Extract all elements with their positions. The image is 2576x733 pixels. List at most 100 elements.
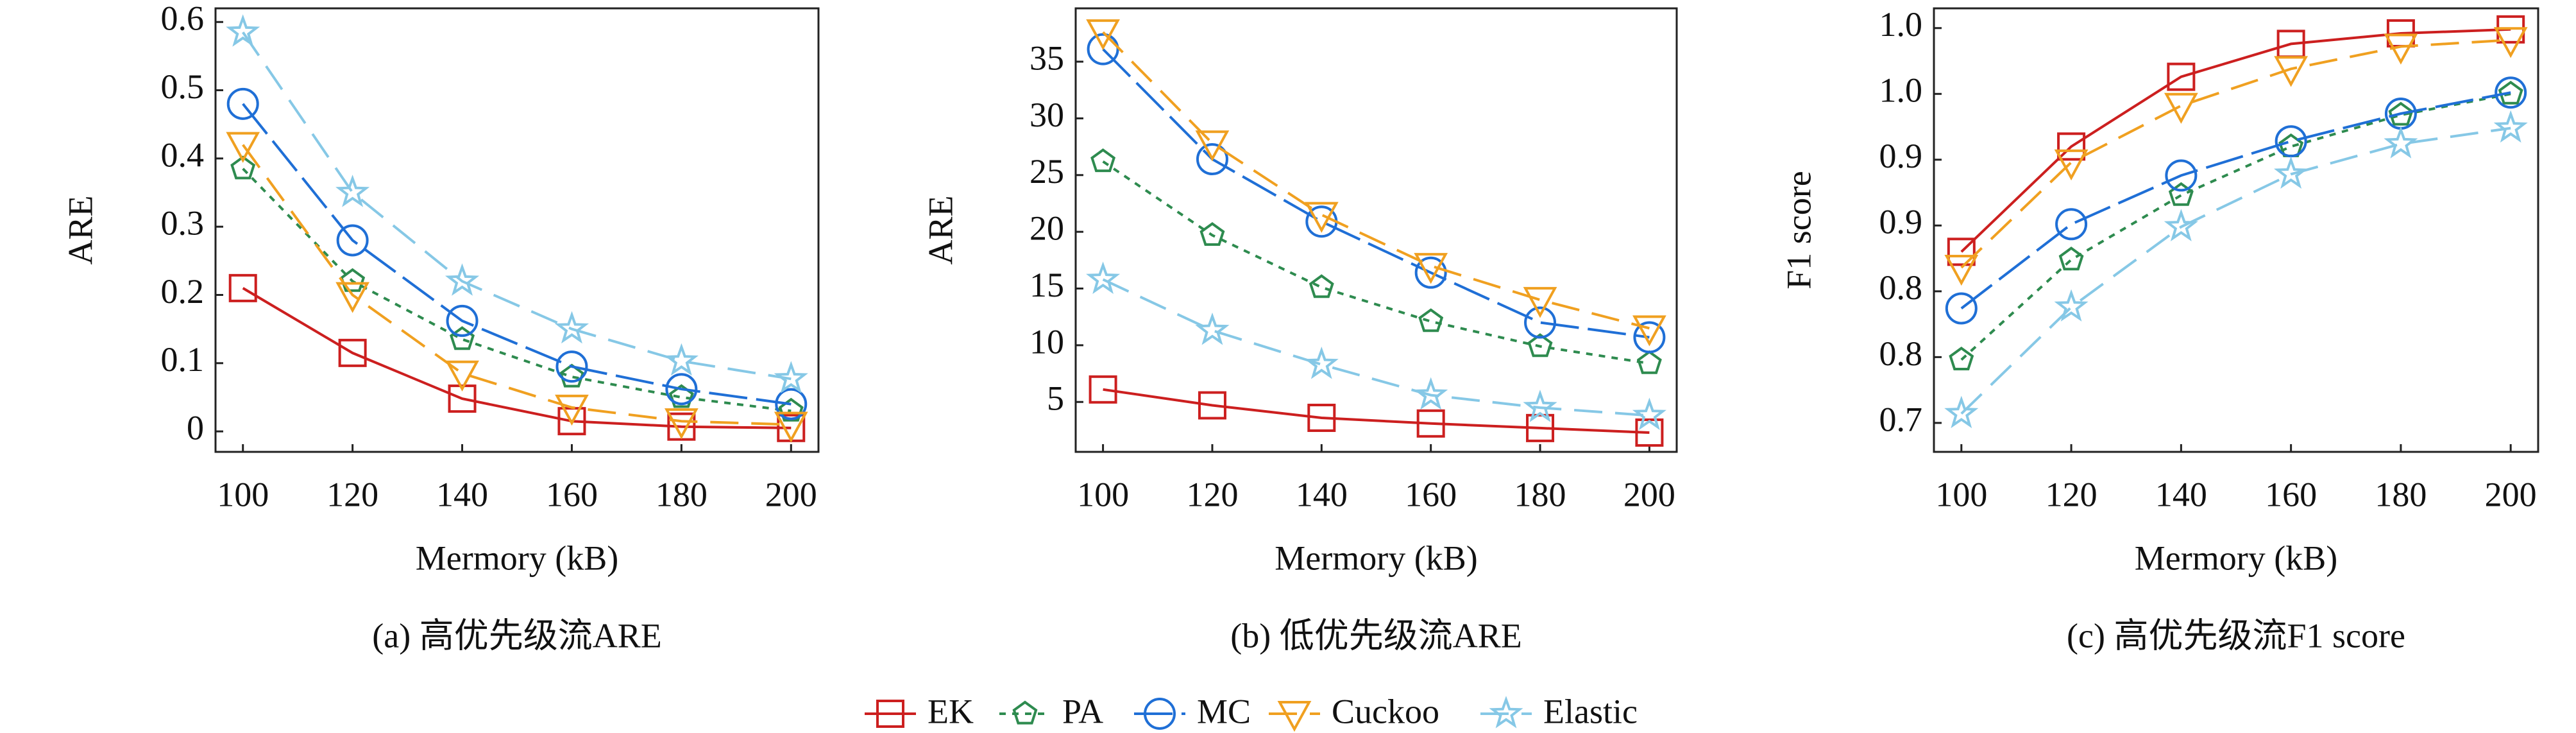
marker-circle [336, 224, 369, 257]
marker-triangle [1632, 315, 1666, 347]
series-line [242, 103, 792, 406]
series-line [1102, 48, 1650, 339]
x-tick-label: 180 [656, 475, 708, 513]
series-line [242, 168, 792, 413]
x-tick-label: 100 [1935, 475, 1987, 513]
plot-frame [1933, 7, 2539, 453]
x-axis-label: Mermory (kB) [416, 539, 618, 577]
x-tick-label: 120 [2046, 475, 2097, 513]
marker-star [1304, 347, 1339, 379]
marker-pentagon [2498, 80, 2523, 105]
legend-label: EK [928, 692, 974, 730]
marker-square [1526, 413, 1555, 442]
y-tick-label: 20 [1030, 209, 1064, 248]
marker-circle [1524, 306, 1557, 339]
x-tick-label: 160 [546, 475, 598, 513]
marker-circle [555, 350, 588, 383]
marker-triangle [2164, 92, 2198, 124]
marker-circle [2165, 159, 2198, 192]
x-tick-label: 200 [765, 475, 817, 513]
marker-circle [1144, 698, 1176, 730]
marker-square [1198, 391, 1226, 420]
marker-triangle [555, 394, 589, 426]
x-axis-label: Mermory (kB) [1275, 539, 1477, 577]
marker-triangle [774, 411, 808, 443]
marker-triangle [335, 282, 370, 313]
marker-pentagon [1949, 347, 1974, 370]
marker-pentagon [230, 155, 256, 180]
x-tick-label: 100 [217, 475, 269, 513]
y-tick-label: 0.8 [1879, 268, 1923, 307]
x-tick-label: 180 [1514, 475, 1566, 513]
x-tick-label: 160 [1405, 475, 1457, 513]
x-tick-label: 140 [1296, 475, 1348, 513]
marker-pentagon [1012, 700, 1038, 725]
marker-pentagon [1418, 308, 1444, 332]
marker-pentagon [668, 384, 694, 408]
marker-square [1307, 403, 1336, 432]
y-tick-label: 0.2 [161, 272, 205, 311]
y-tick-label: 0.4 [161, 135, 205, 174]
marker-triangle [1086, 19, 1120, 51]
marker-star [1414, 377, 1448, 410]
marker-pentagon [340, 268, 366, 292]
series-line [1103, 388, 1650, 434]
x-tick-label: 140 [2155, 475, 2207, 513]
x-axis-label: Mermory (kB) [2135, 539, 2337, 577]
marker-star [2493, 110, 2528, 143]
marker-circle [775, 388, 808, 420]
marker-triangle [1277, 701, 1312, 732]
marker-triangle [2493, 27, 2528, 58]
marker-pentagon [1527, 333, 1553, 358]
marker-circle [1414, 256, 1447, 289]
marker-triangle [226, 132, 260, 163]
marker-circle [1633, 321, 1666, 354]
marker-circle [1087, 33, 1119, 65]
x-tick-label: 200 [1623, 475, 1675, 513]
marker-square [1416, 409, 1445, 438]
y-tick-label: 0.9 [1879, 137, 1923, 175]
marker-pentagon [559, 363, 584, 388]
marker-circle [2495, 76, 2527, 109]
marker-triangle [445, 360, 479, 392]
y-axis-label: ARE [921, 196, 960, 265]
marker-square [1947, 237, 1976, 266]
marker-square [338, 338, 367, 367]
series-line [1960, 126, 2511, 415]
marker-star [1523, 390, 1557, 422]
legend-label: Elastic [1543, 692, 1638, 730]
marker-triangle [1523, 287, 1557, 318]
caption: (c) 高优先级流F1 score [2067, 616, 2405, 655]
marker-star [335, 175, 370, 207]
y-tick-label: 0.3 [161, 204, 205, 243]
marker-triangle [2384, 33, 2418, 65]
marker-square [876, 700, 904, 728]
marker-triangle [2054, 149, 2089, 181]
x-tick-label: 200 [2485, 475, 2537, 513]
series-line [1102, 278, 1650, 417]
marker-circle [1196, 143, 1228, 176]
marker-triangle [1304, 202, 1339, 233]
y-axis-label: ARE [61, 196, 99, 265]
marker-triangle [664, 408, 699, 440]
y-tick-label: 1.0 [1879, 5, 1923, 44]
series-line [242, 31, 792, 381]
marker-pentagon [450, 326, 475, 350]
series-line [1960, 92, 2511, 361]
x-tick-label: 120 [1186, 475, 1238, 513]
marker-star [1944, 395, 1979, 429]
marker-pentagon [2388, 101, 2414, 126]
marker-star [1489, 696, 1523, 729]
series-line [1960, 91, 2511, 310]
marker-triangle [2274, 56, 2309, 87]
y-tick-label: 15 [1030, 266, 1064, 304]
y-tick-label: 1.0 [1879, 71, 1923, 110]
x-tick-label: 140 [436, 475, 488, 513]
series-line [1960, 28, 2511, 253]
marker-pentagon [1090, 148, 1116, 173]
marker-circle [665, 373, 698, 406]
marker-pentagon [1309, 274, 1334, 298]
y-tick-label: 0.8 [1879, 334, 1923, 373]
marker-square [448, 384, 477, 413]
